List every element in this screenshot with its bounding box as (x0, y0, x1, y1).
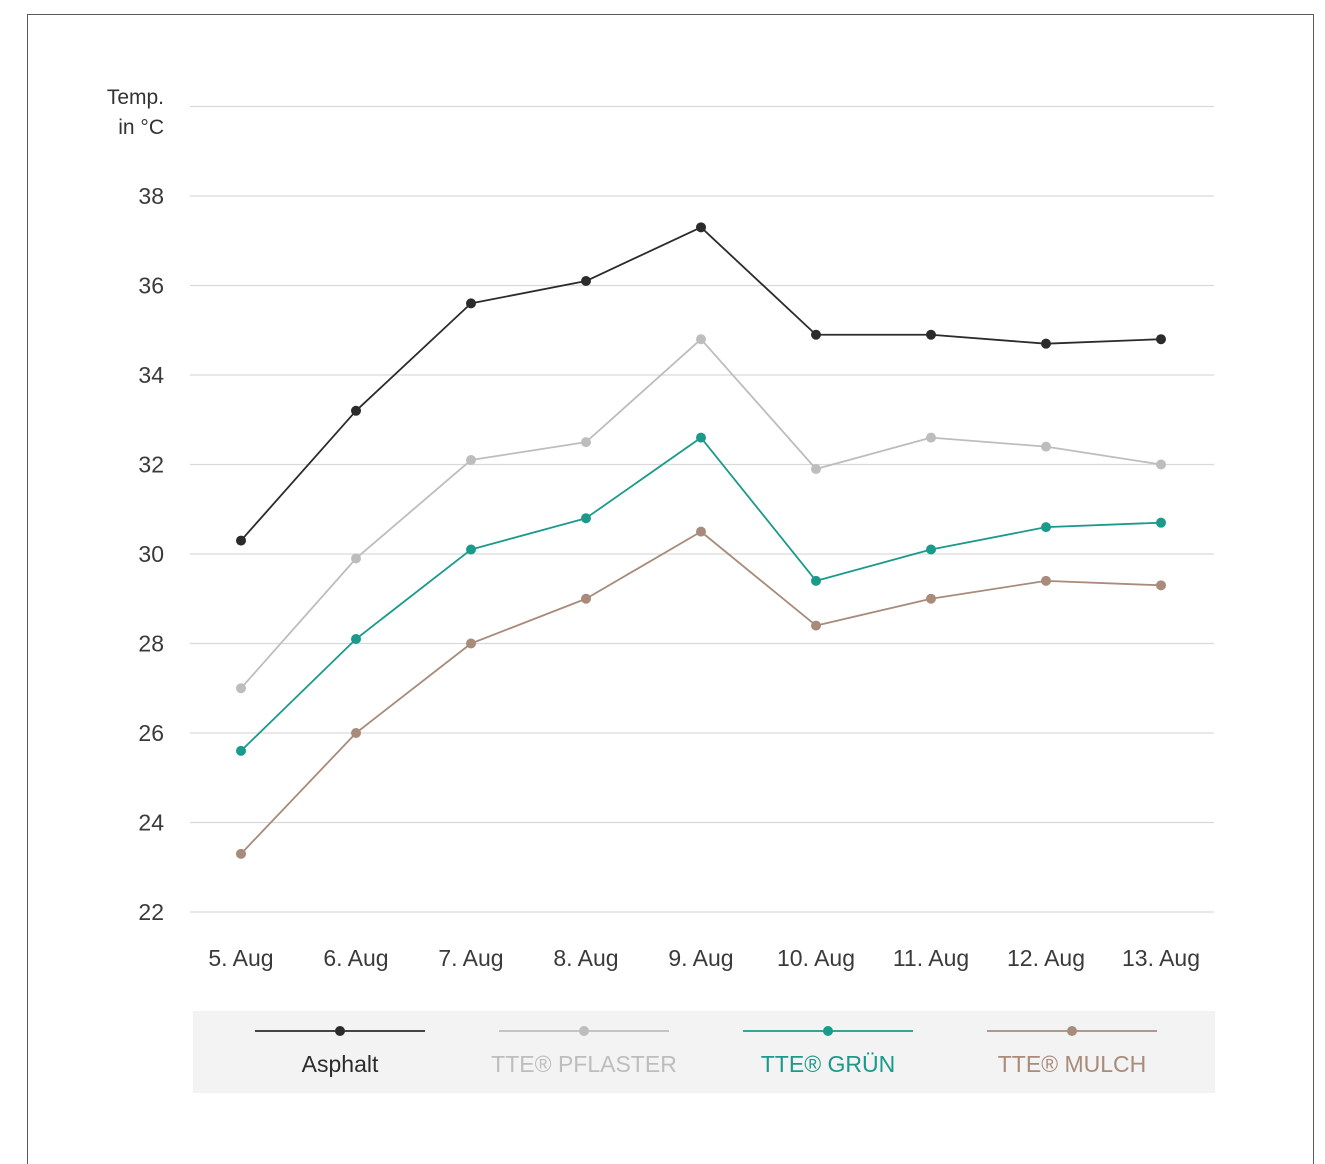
y-axis-label: Temp. in °C (107, 86, 164, 139)
series-line (240, 436, 1162, 752)
data-point (581, 276, 591, 287)
data-point (1156, 334, 1166, 345)
legend-label: Asphalt (302, 1051, 379, 1077)
legend-label: TTE® PFLASTER (491, 1051, 677, 1077)
legend-item: Asphalt (255, 1026, 425, 1077)
y-tick-label: 34 (138, 362, 164, 388)
y-axis-label-line-2: in °C (118, 116, 164, 139)
data-point (696, 334, 706, 345)
x-tick-label: 11. Aug (893, 945, 969, 971)
data-point (236, 745, 246, 756)
data-point (811, 329, 821, 340)
data-point (1156, 580, 1166, 591)
y-tick-label: 28 (138, 631, 164, 657)
y-axis-label-line-1: Temp. (107, 86, 164, 109)
legend-item: TTE® GRÜN (743, 1026, 913, 1077)
data-point (811, 463, 821, 474)
y-tick-label: 38 (138, 183, 164, 209)
data-point (1156, 459, 1166, 470)
data-point (236, 535, 246, 546)
legend-marker (1067, 1026, 1077, 1036)
series-line (240, 530, 1162, 855)
series-3 (236, 526, 1166, 859)
x-tick-label: 7. Aug (438, 945, 503, 971)
series-line (240, 338, 1162, 689)
data-point (926, 432, 936, 443)
legend-item: TTE® PFLASTER (491, 1026, 677, 1077)
data-point (466, 544, 476, 555)
data-point (351, 553, 361, 564)
legend-marker (823, 1026, 833, 1036)
data-point (236, 848, 246, 859)
data-point (351, 728, 361, 738)
legend-label: TTE® GRÜN (761, 1051, 896, 1077)
data-point (1041, 441, 1051, 452)
grid (190, 105, 1214, 913)
data-point (1041, 575, 1051, 586)
data-point (696, 222, 706, 233)
y-tick-label: 26 (138, 720, 164, 746)
series-0 (236, 222, 1166, 546)
y-tick-label: 36 (138, 273, 164, 299)
data-point (351, 405, 361, 416)
data-point (1156, 517, 1166, 528)
y-tick-label: 22 (138, 899, 164, 925)
y-axis-ticks: 22 24 26 28 30 32 34 36 38 (138, 183, 164, 925)
data-point (926, 544, 936, 555)
data-point (1041, 338, 1051, 349)
y-tick-label: 24 (138, 810, 164, 836)
data-point (811, 620, 821, 631)
x-tick-label: 12. Aug (1007, 945, 1085, 971)
chart-frame (27, 14, 1314, 1164)
legend-background (193, 1011, 1215, 1093)
series-2 (236, 432, 1166, 756)
data-point (466, 638, 476, 649)
legend: Asphalt TTE® PFLASTER TTE® GRÜN TTE® MULCH (193, 1011, 1215, 1093)
data-point (466, 298, 476, 309)
legend-item: TTE® MULCH (987, 1026, 1157, 1077)
x-tick-label: 8. Aug (553, 945, 618, 971)
data-point (811, 575, 821, 586)
data-point (696, 432, 706, 443)
y-tick-label: 30 (138, 541, 164, 567)
x-tick-label: 9. Aug (668, 945, 733, 971)
series-line (240, 226, 1162, 542)
data-point (581, 593, 591, 604)
series-1 (236, 334, 1166, 694)
legend-label: TTE® MULCH (998, 1051, 1147, 1077)
x-tick-label: 5. Aug (208, 945, 273, 971)
data-point (696, 526, 706, 537)
x-tick-label: 10. Aug (777, 945, 855, 971)
data-point (581, 437, 591, 448)
data-point (581, 513, 591, 524)
data-point (1041, 522, 1051, 533)
data-point (926, 593, 936, 604)
data-point (351, 634, 361, 645)
legend-marker (579, 1026, 589, 1036)
series-lines (236, 222, 1166, 859)
legend-marker (335, 1026, 345, 1036)
x-axis-ticks: 5. Aug 6. Aug 7. Aug 8. Aug 9. Aug 10. Aug 11.… (208, 945, 1200, 971)
x-tick-label: 6. Aug (323, 945, 388, 971)
x-tick-label: 13. Aug (1122, 945, 1200, 971)
y-tick-label: 32 (138, 452, 164, 478)
data-point (236, 683, 246, 694)
data-point (926, 329, 936, 340)
data-point (466, 455, 476, 466)
